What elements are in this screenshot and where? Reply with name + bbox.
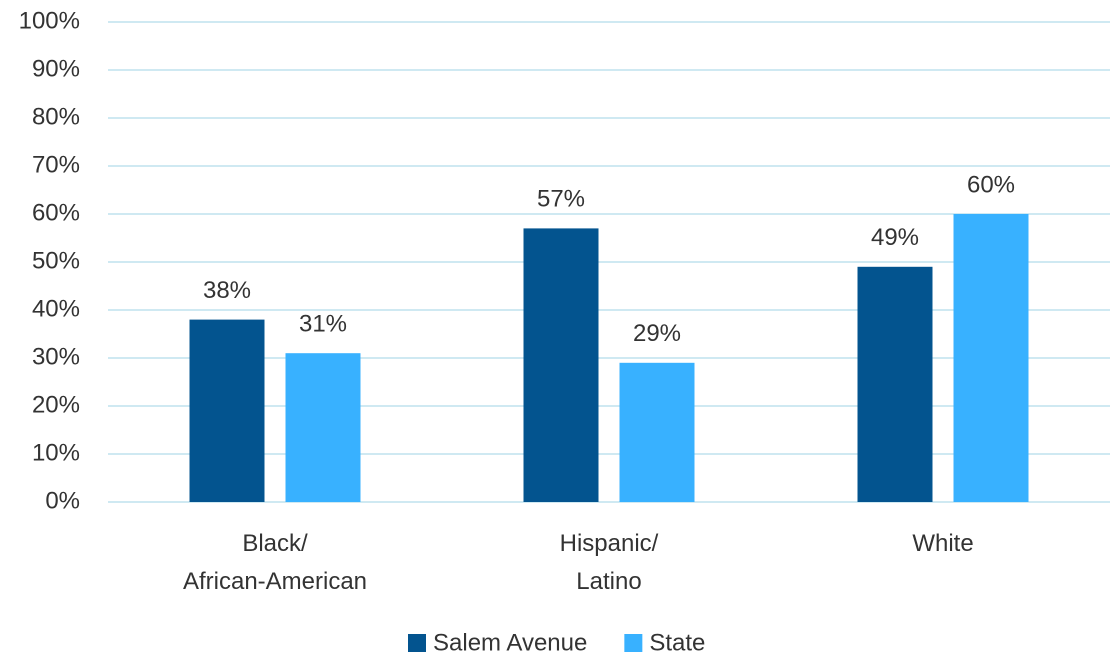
data-label: 31% <box>299 311 347 338</box>
data-label: 49% <box>871 224 919 251</box>
data-label: 38% <box>203 277 251 304</box>
bar <box>285 353 361 502</box>
y-tick-label: 0% <box>45 487 80 514</box>
bar <box>189 319 265 502</box>
legend-swatch <box>624 634 643 652</box>
y-tick-label: 60% <box>32 199 80 226</box>
bar <box>619 362 695 502</box>
y-tick-label: 10% <box>32 439 80 466</box>
y-tick-label: 70% <box>32 151 80 178</box>
legend-label: Salem Avenue <box>433 629 587 656</box>
y-tick-label: 80% <box>32 103 80 130</box>
y-tick-label: 30% <box>32 343 80 370</box>
y-tick-label: 90% <box>32 55 80 82</box>
bar <box>953 214 1029 502</box>
legend-label: State <box>649 629 705 656</box>
data-label: 57% <box>537 186 585 213</box>
y-tick-label: 20% <box>32 391 80 418</box>
bar <box>857 266 933 502</box>
y-tick-label: 50% <box>32 247 80 274</box>
data-label: 29% <box>633 320 681 347</box>
legend-swatch <box>408 634 426 652</box>
y-tick-label: 40% <box>32 295 80 322</box>
x-tick-label: Black/African-American <box>183 530 367 595</box>
bar <box>523 228 599 502</box>
y-tick-label: 100% <box>19 7 80 34</box>
x-tick-label: Hispanic/Latino <box>560 530 659 595</box>
data-label: 60% <box>967 171 1015 198</box>
x-tick-label: White <box>912 530 973 557</box>
